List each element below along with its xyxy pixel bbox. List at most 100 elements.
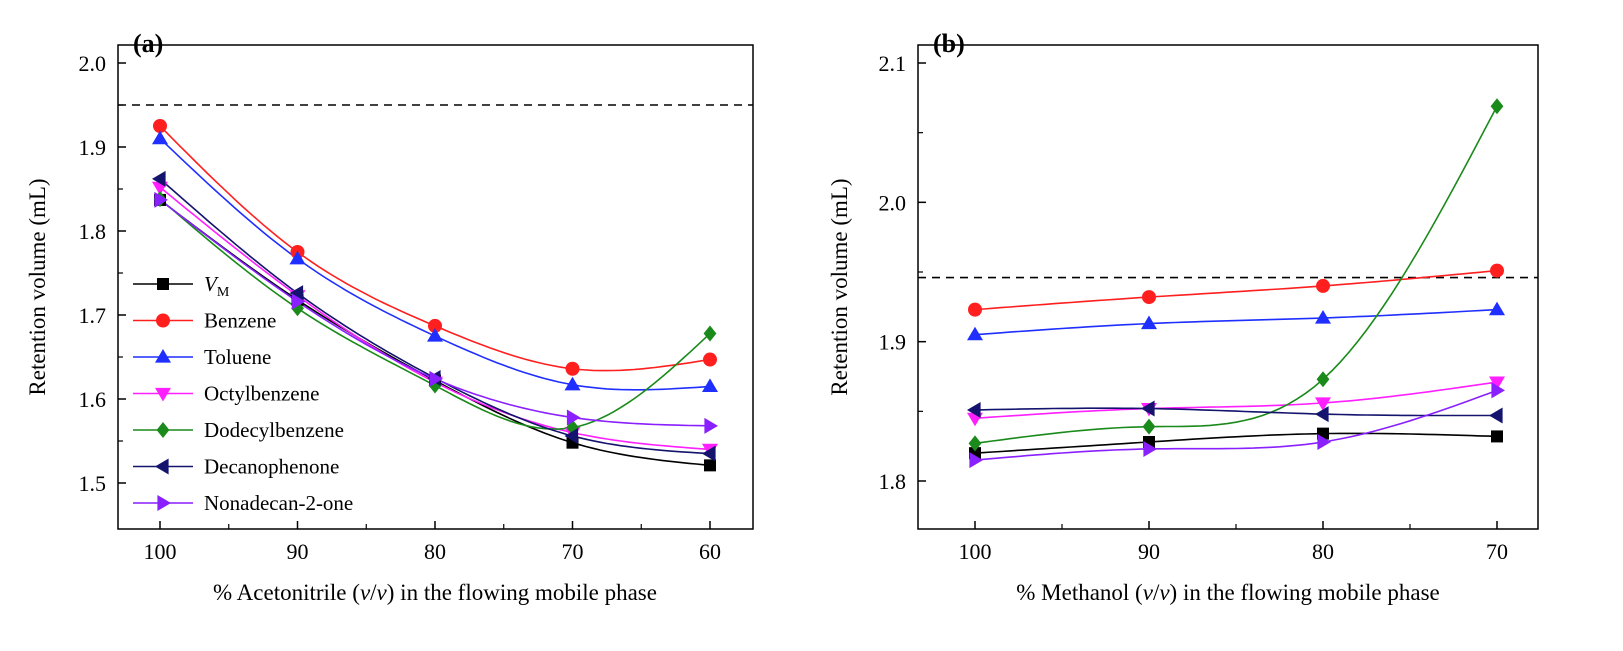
panel-a: 100 90 80 70 60 1.5 1.6 1.7 1.8 1.9 2.0 VM Benzene T… <box>25 29 754 605</box>
series-curves-b <box>974 105 1498 461</box>
data-point-benzene <box>703 352 717 367</box>
axis-ticks-a: 100 90 80 70 60 1.5 1.6 1.7 1.8 1.9 2.0 <box>79 51 722 564</box>
legend-label: Decanophenone <box>204 455 339 479</box>
x-tick-label: 80 <box>1312 539 1334 564</box>
data-point-toluene <box>1141 315 1157 330</box>
series-line-decanophenone <box>974 407 1497 417</box>
data-point-toluene <box>427 328 443 342</box>
data-point-decanophenone <box>1141 400 1155 417</box>
series-line-dodecylbenzene <box>974 105 1498 445</box>
data-point-toluene <box>289 250 306 265</box>
x-tick-label: 90 <box>287 539 309 564</box>
legend-marker-icon <box>156 422 170 438</box>
x-tick-label: 60 <box>699 539 721 564</box>
data-point-benzene <box>153 119 167 133</box>
data-point-dodecylbenzene <box>291 300 304 317</box>
y-axis-label-a: Retention volume (mL) <box>25 178 50 395</box>
y-tick-label: 1.9 <box>879 330 907 355</box>
x-axis-label-a: % Acetonitrile (v/v) in the flowing mobi… <box>213 580 657 605</box>
data-point-benzene <box>968 302 982 317</box>
data-point-decanophenone <box>967 401 981 418</box>
x-tick-label: 70 <box>1486 539 1508 564</box>
data-point-decanophenone <box>1489 407 1503 424</box>
data-point-dodecylbenzene <box>1142 418 1156 435</box>
y-tick-label: 1.5 <box>79 471 107 496</box>
legend-marker-icon <box>156 313 170 328</box>
x-tick-label: 90 <box>1138 539 1160 564</box>
y-tick-label: 1.8 <box>79 219 107 244</box>
legend-a: VM Benzene Toluene Octylbenzene Dodecylbenze… <box>133 272 353 515</box>
panel-label-a: (a) <box>133 29 163 58</box>
series-line-vm <box>974 432 1498 454</box>
y-tick-label: 2.0 <box>879 190 907 215</box>
series-line-octylbenzene <box>974 381 1498 420</box>
data-point-decanophenone <box>289 285 304 302</box>
data-point-toluene <box>564 376 581 391</box>
data-point-decanophenone <box>702 445 716 462</box>
data-point-decanophenone <box>152 170 166 187</box>
y-axis-label-b: Retention volume (mL) <box>827 178 852 395</box>
legend-label: Benzene <box>204 309 276 333</box>
plot-frame-b <box>917 44 1539 530</box>
data-point-nonadecan-2-one <box>1491 382 1505 399</box>
axis-ticks-b: 100 90 80 70 1.8 1.9 2.0 2.1 <box>879 51 1509 564</box>
data-point-toluene <box>1489 301 1505 316</box>
x-tick-label: 100 <box>959 539 992 564</box>
y-tick-label: 2.1 <box>879 51 907 76</box>
legend-marker-icon <box>157 278 169 290</box>
data-point-toluene <box>702 378 718 392</box>
data-point-benzene <box>1316 278 1330 293</box>
series-markers-a <box>152 119 718 472</box>
data-point-toluene <box>1315 309 1331 324</box>
legend-label: Nonadecan-2-one <box>204 491 353 515</box>
data-point-nonadecan-2-one <box>1143 440 1157 457</box>
data-point-nonadecan-2-one <box>154 191 168 208</box>
data-point-dodecylbenzene <box>428 377 442 394</box>
series-line-benzene <box>974 269 1498 311</box>
x-tick-label: 100 <box>144 539 177 564</box>
data-point-dodecylbenzene <box>968 435 982 452</box>
data-point-benzene <box>565 361 580 376</box>
data-point-dodecylbenzene <box>1316 371 1330 388</box>
data-point-decanophenone <box>1315 406 1329 423</box>
y-tick-label: 1.8 <box>879 469 907 494</box>
data-point-nonadecan-2-one <box>291 293 306 310</box>
series-markers-b <box>967 98 1505 469</box>
legend-marker-icon <box>157 495 171 511</box>
legend-label: VM <box>204 272 230 300</box>
legend-label: Octylbenzene <box>204 382 319 406</box>
data-point-benzene <box>1142 290 1156 305</box>
data-point-vm <box>1491 430 1503 443</box>
x-axis-label-b: % Methanol (v/v) in the flowing mobile p… <box>1016 580 1440 605</box>
data-point-nonadecan-2-one <box>429 370 443 387</box>
legend-marker-icon <box>155 458 169 475</box>
data-point-nonadecan-2-one <box>566 409 581 426</box>
data-point-dodecylbenzene <box>703 325 717 342</box>
data-point-toluene <box>152 130 168 145</box>
x-tick-label: 80 <box>424 539 446 564</box>
data-point-nonadecan-2-one <box>1317 433 1331 450</box>
y-tick-label: 1.6 <box>79 387 107 412</box>
data-point-dodecylbenzene <box>1490 98 1504 115</box>
series-line-toluene <box>974 308 1498 336</box>
data-point-toluene <box>967 326 983 341</box>
legend-label: Toluene <box>204 345 271 369</box>
x-tick-label: 70 <box>562 539 584 564</box>
legend-label: Dodecylbenzene <box>204 418 344 442</box>
data-point-octylbenzene <box>1315 397 1331 411</box>
data-point-nonadecan-2-one <box>704 417 718 434</box>
series-line-nonadecan-2-one <box>974 389 1498 461</box>
data-point-benzene <box>428 318 442 333</box>
data-point-benzene <box>1490 263 1504 278</box>
legend-marker-icon <box>155 387 171 402</box>
data-point-nonadecan-2-one <box>969 452 983 469</box>
y-tick-label: 1.7 <box>79 303 107 328</box>
panel-label-b: (b) <box>933 29 965 58</box>
y-tick-label: 2.0 <box>79 51 107 76</box>
y-tick-label: 1.9 <box>79 135 107 160</box>
panel-b: 100 90 80 70 1.8 1.9 2.0 2.1 (b) % Methanol (v/… <box>827 29 1539 605</box>
data-point-vm <box>704 459 716 472</box>
legend-marker-icon <box>155 349 171 363</box>
data-point-decanophenone <box>564 427 579 444</box>
